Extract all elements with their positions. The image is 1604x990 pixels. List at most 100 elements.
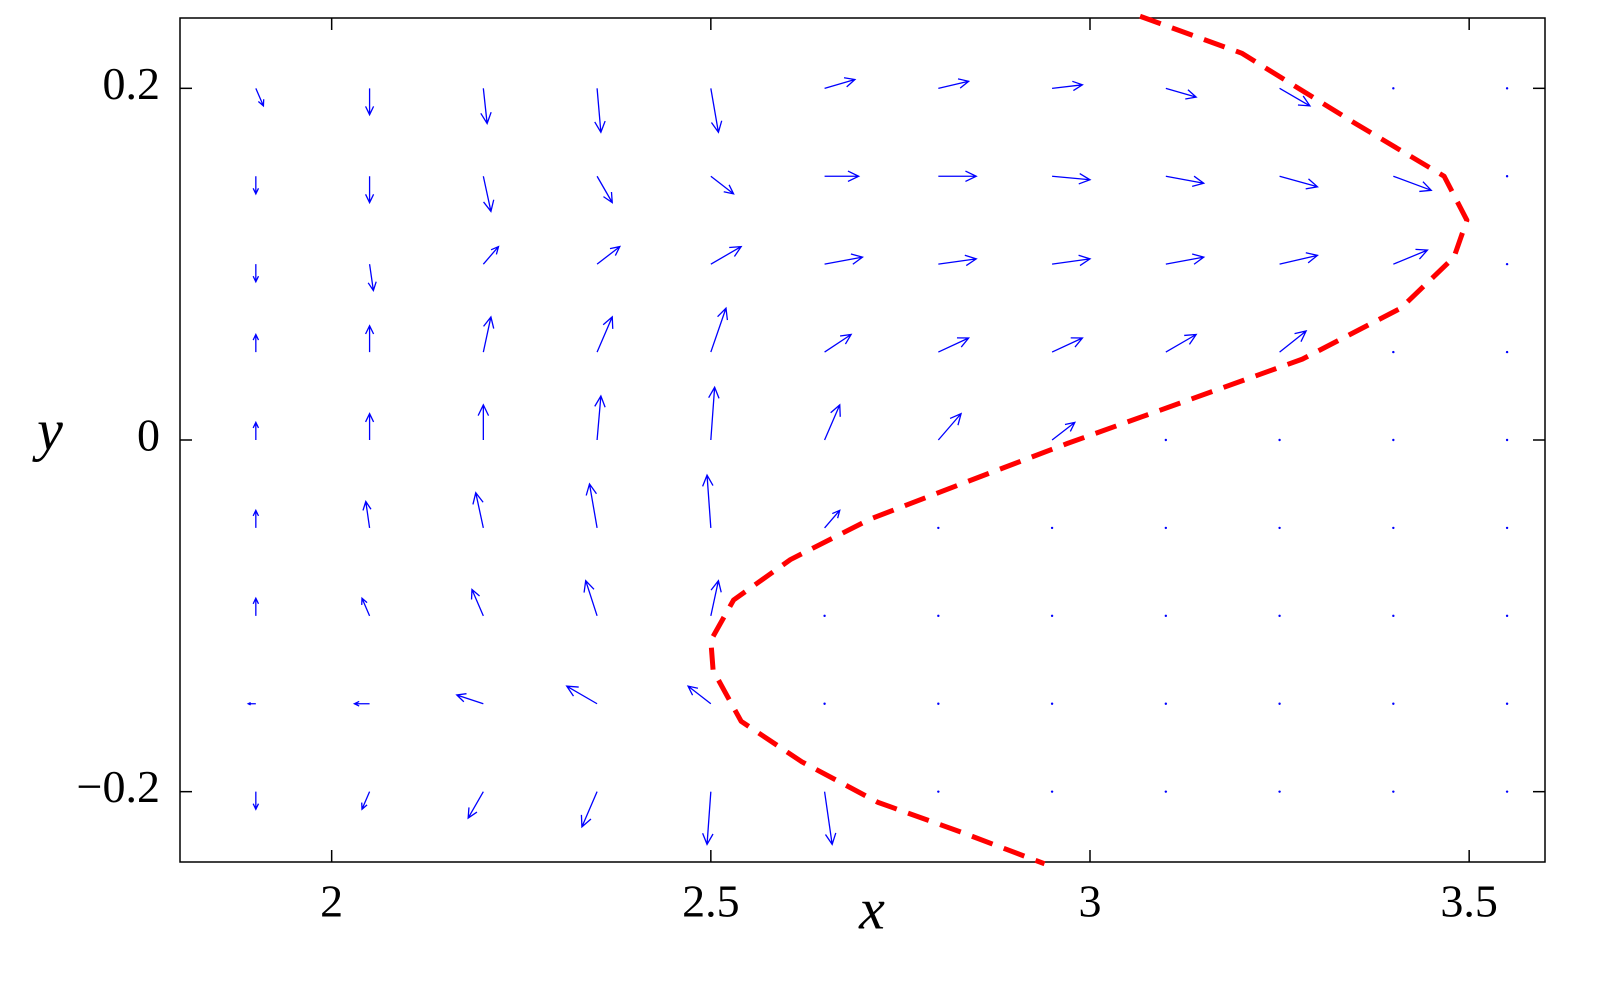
y-tick-label: −0.2 bbox=[77, 761, 160, 812]
arrow bbox=[246, 702, 256, 706]
arrow bbox=[937, 412, 963, 441]
arrow bbox=[583, 579, 598, 617]
arrow bbox=[938, 170, 978, 183]
arrow bbox=[1505, 702, 1509, 705]
arrow bbox=[1505, 262, 1509, 266]
arrow bbox=[467, 791, 484, 820]
arrow bbox=[823, 614, 826, 618]
arrow bbox=[710, 245, 743, 265]
arrow bbox=[565, 685, 598, 705]
arrow bbox=[686, 685, 712, 705]
arrow bbox=[1505, 438, 1509, 442]
arrow bbox=[1052, 173, 1092, 185]
arrow bbox=[702, 473, 714, 528]
arrow bbox=[1051, 337, 1084, 353]
arrow bbox=[1165, 333, 1198, 353]
arrow bbox=[824, 170, 861, 183]
arrow bbox=[708, 385, 720, 441]
arrow bbox=[252, 264, 260, 284]
arrow bbox=[1050, 614, 1054, 618]
arrow bbox=[1505, 790, 1509, 793]
arrow bbox=[1050, 526, 1054, 530]
plot-frame bbox=[179, 17, 1546, 863]
x-axis-label: x bbox=[858, 876, 885, 941]
arrow bbox=[362, 500, 372, 529]
arrow bbox=[472, 491, 484, 529]
arrow bbox=[1392, 790, 1395, 793]
arrow bbox=[252, 508, 260, 528]
arrow bbox=[364, 88, 375, 117]
arrow bbox=[364, 412, 375, 440]
y-tick-label: 0 bbox=[137, 410, 160, 461]
arrow bbox=[1164, 702, 1168, 705]
arrow bbox=[823, 403, 841, 441]
arrow bbox=[1051, 254, 1092, 267]
arrow bbox=[1279, 252, 1319, 265]
arrow bbox=[482, 176, 495, 213]
arrow bbox=[1505, 526, 1509, 530]
arrow bbox=[1505, 87, 1509, 90]
arrow bbox=[1278, 438, 1281, 442]
arrow bbox=[1392, 350, 1395, 354]
arrow bbox=[255, 88, 265, 108]
arrow bbox=[1050, 790, 1054, 793]
arrow bbox=[252, 333, 260, 353]
arrow bbox=[702, 791, 714, 846]
arrow bbox=[1279, 330, 1308, 353]
arrow bbox=[1392, 614, 1395, 618]
arrow bbox=[1050, 702, 1054, 705]
arrow bbox=[1392, 87, 1395, 90]
x-tick-label: 3 bbox=[1079, 876, 1102, 927]
arrow bbox=[1505, 175, 1509, 178]
arrow bbox=[352, 700, 370, 707]
arrow bbox=[1165, 175, 1206, 188]
arrow bbox=[710, 175, 735, 195]
arrow bbox=[252, 420, 260, 440]
arrow bbox=[824, 509, 841, 529]
arrow bbox=[823, 702, 826, 705]
arrow bbox=[580, 791, 598, 829]
arrow bbox=[1164, 526, 1168, 530]
arrow bbox=[710, 579, 722, 616]
arrow bbox=[937, 702, 940, 705]
arrow bbox=[470, 588, 484, 617]
arrow bbox=[1051, 421, 1077, 441]
arrow bbox=[252, 596, 260, 616]
arrow bbox=[823, 791, 837, 846]
arrow bbox=[1393, 175, 1433, 193]
arrow bbox=[1052, 80, 1084, 92]
arrow bbox=[1164, 614, 1168, 618]
arrow bbox=[1393, 248, 1429, 265]
arrow bbox=[1164, 790, 1168, 793]
arrow bbox=[937, 526, 940, 530]
arrow bbox=[1165, 87, 1198, 100]
arrow bbox=[1392, 702, 1395, 705]
arrow bbox=[364, 176, 375, 205]
arrow bbox=[938, 78, 971, 89]
y-tick-label: 0.2 bbox=[103, 58, 161, 109]
y-axis-label: y bbox=[32, 397, 63, 462]
arrow bbox=[1392, 438, 1395, 442]
x-tick-label: 2.5 bbox=[682, 876, 740, 927]
arrow bbox=[710, 88, 723, 134]
arrow bbox=[1279, 175, 1319, 190]
arrow bbox=[361, 791, 371, 811]
arrow bbox=[594, 394, 606, 441]
arrow bbox=[361, 596, 371, 617]
arrow bbox=[455, 693, 484, 705]
arrow bbox=[367, 264, 377, 293]
arrow bbox=[1165, 253, 1206, 265]
arrow bbox=[1278, 702, 1281, 705]
boundary-curve bbox=[708, 13, 1470, 867]
arrow bbox=[1279, 87, 1312, 107]
arrow bbox=[937, 614, 940, 618]
arrow bbox=[482, 245, 500, 265]
arrow bbox=[1392, 526, 1395, 530]
arrow bbox=[364, 324, 375, 353]
arrow bbox=[480, 88, 492, 125]
x-tick-label: 2 bbox=[320, 876, 343, 927]
arrow bbox=[594, 88, 606, 134]
arrow bbox=[824, 333, 853, 353]
arrow bbox=[1505, 350, 1509, 354]
